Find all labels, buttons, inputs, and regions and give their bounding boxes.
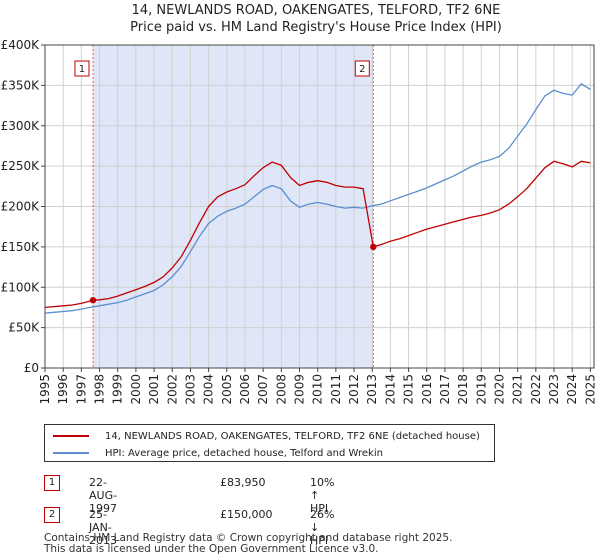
sale-badge-label: 2 — [359, 64, 365, 75]
footer-copyright: Contains HM Land Registry data © Crown c… — [44, 532, 453, 544]
x-tick-label: 2023 — [547, 374, 561, 405]
legend-label-hpi: HPI: Average price, detached house, Telf… — [105, 447, 383, 459]
sale-number-badge: 2 — [44, 507, 60, 523]
x-tick-label: 2006 — [238, 374, 252, 405]
x-tick-label: 2001 — [147, 374, 161, 405]
x-tick-label: 1995 — [38, 374, 52, 405]
x-tick-label: 2024 — [565, 374, 579, 405]
x-tick-label: 2018 — [456, 374, 470, 405]
x-tick-label: 2014 — [383, 374, 397, 405]
hpi-line — [44, 83, 591, 314]
y-tick-label: £0 — [24, 361, 39, 375]
x-tick-label: 2020 — [492, 374, 506, 405]
x-tick-label: 2013 — [365, 374, 379, 405]
sale-badge-label: 1 — [79, 64, 85, 75]
x-tick-label: 2025 — [583, 374, 597, 405]
sale-hpi-change: 26% ↓ HPI — [310, 508, 335, 547]
y-tick-label: £150K — [1, 240, 41, 254]
property-price-line — [44, 160, 591, 309]
sale-point — [89, 297, 97, 304]
x-tick-label: 2015 — [402, 374, 416, 405]
legend-swatch-property — [53, 435, 89, 437]
y-tick-label: £50K — [8, 321, 40, 335]
legend-item-hpi: HPI: Average price, detached house, Telf… — [53, 445, 383, 461]
chart-title: 14, NEWLANDS ROAD, OAKENGATES, TELFORD, … — [132, 3, 501, 18]
sale-date: 22-AUG-1997 — [89, 476, 118, 515]
sale-badge-box — [74, 60, 90, 77]
sale-hpi-change: 10% ↑ HPI — [310, 476, 335, 515]
y-tick-label: £350K — [1, 78, 41, 92]
x-tick-label: 2007 — [256, 374, 270, 405]
x-tick-label: 2005 — [220, 374, 234, 405]
x-tick-label: 2004 — [202, 374, 216, 405]
x-tick-label: 2008 — [274, 374, 288, 405]
footer-licence: This data is licensed under the Open Gov… — [44, 543, 379, 555]
x-tick-label: 2017 — [438, 374, 452, 405]
x-tick-label: 2019 — [474, 374, 488, 405]
x-tick-label: 2012 — [347, 374, 361, 405]
x-tick-label: 1996 — [56, 374, 70, 405]
sale-number-badge: 1 — [44, 475, 60, 491]
legend-label-property: 14, NEWLANDS ROAD, OAKENGATES, TELFORD, … — [105, 430, 480, 442]
x-tick-label: 2009 — [293, 374, 307, 405]
x-tick-label: 2016 — [420, 374, 434, 405]
sale-date: 25-JAN-2013 — [89, 508, 117, 547]
y-tick-label: £200K — [1, 200, 41, 214]
y-tick-label: £100K — [1, 280, 41, 294]
x-tick-label: 1998 — [93, 374, 107, 405]
legend-swatch-hpi — [53, 452, 89, 454]
sale-price: £83,950 — [220, 476, 266, 489]
x-tick-label: 2022 — [529, 374, 543, 405]
x-tick-label: 1999 — [111, 374, 125, 405]
price-chart: 14, NEWLANDS ROAD, OAKENGATES, TELFORD, … — [1, 3, 598, 405]
sale-price: £150,000 — [220, 508, 273, 521]
x-tick-label: 2002 — [165, 374, 179, 405]
legend-item-property: 14, NEWLANDS ROAD, OAKENGATES, TELFORD, … — [53, 428, 480, 444]
sale-badge-box — [354, 60, 370, 77]
x-tick-label: 1997 — [74, 374, 88, 405]
chart-subtitle: Price paid vs. HM Land Registry's House … — [130, 20, 502, 35]
x-tick-label: 2010 — [311, 374, 325, 405]
x-tick-label: 2011 — [329, 374, 343, 405]
x-tick-label: 2021 — [511, 374, 525, 405]
x-tick-label: 2000 — [129, 374, 143, 405]
y-tick-label: £400K — [1, 38, 41, 52]
y-tick-label: £300K — [1, 119, 41, 133]
x-tick-label: 2003 — [183, 374, 197, 405]
chart-legend: 14, NEWLANDS ROAD, OAKENGATES, TELFORD, … — [44, 424, 495, 462]
sale-point — [370, 243, 377, 251]
y-tick-label: £250K — [1, 159, 41, 173]
